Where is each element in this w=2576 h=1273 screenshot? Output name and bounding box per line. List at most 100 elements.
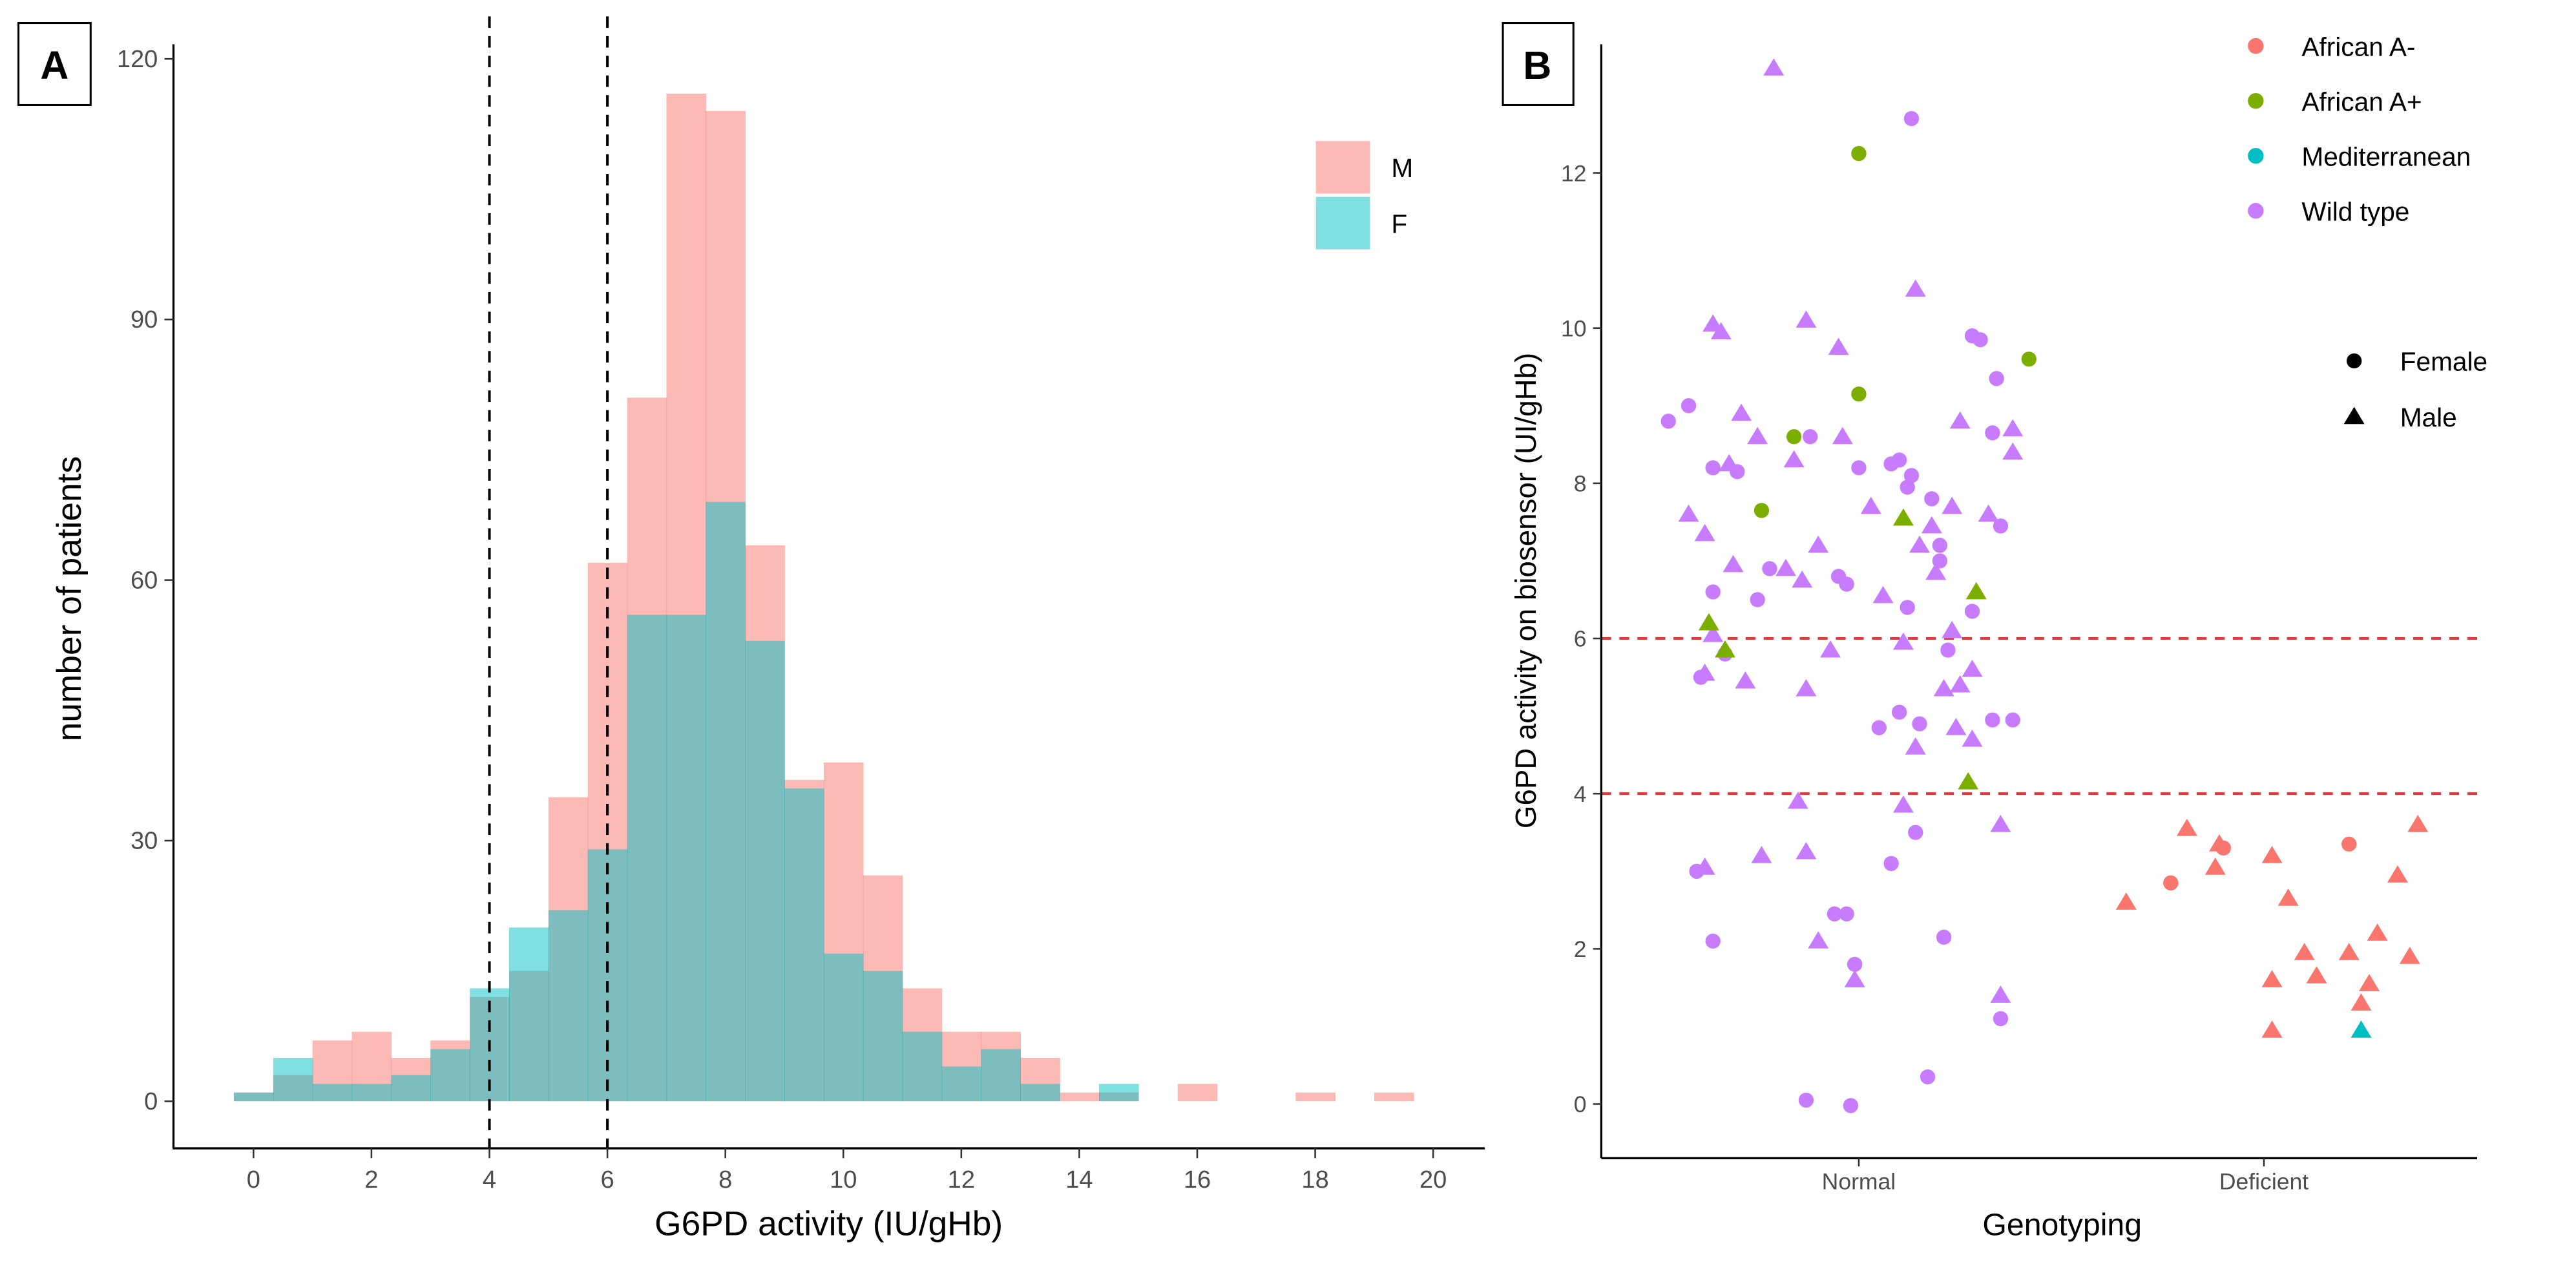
point-wild-type-female <box>1940 642 1956 658</box>
y-tick-label: 0 <box>1574 1091 1587 1117</box>
point-wild-type-male <box>1808 535 1829 553</box>
bar-f <box>1020 1084 1060 1102</box>
point-wild-type-male <box>1792 570 1813 588</box>
legend-label: F <box>1391 209 1407 238</box>
panel-a-label: A <box>40 43 68 87</box>
point-wild-type-male <box>1949 675 1971 693</box>
bar-m <box>1374 1092 1414 1102</box>
point-wild-type-male <box>1905 737 1926 755</box>
threshold-lines <box>1601 637 2478 795</box>
point-wild-type-female <box>1730 464 1745 479</box>
x-tick-label: 12 <box>948 1166 975 1194</box>
point-wild-type-female <box>1827 906 1843 922</box>
point-african-a--male <box>2387 865 2408 883</box>
point-wild-type-female <box>1985 425 2000 441</box>
point-wild-type-male <box>1905 279 1926 297</box>
point-african-a--male <box>2261 846 2283 863</box>
legend-genotype: African A- African A+ Mediterranean Wild ty… <box>2248 32 2471 226</box>
bar-m <box>1295 1092 1335 1102</box>
point-wild-type-male <box>1723 554 1744 573</box>
x-tick-label: 8 <box>718 1166 732 1194</box>
bar-f <box>351 1084 392 1102</box>
bar-f <box>627 615 667 1102</box>
point-wild-type-female <box>1843 1098 1859 1113</box>
point-wild-type-male <box>1796 842 1817 859</box>
point-wild-type-female <box>1932 553 1948 569</box>
point-wild-type-male <box>1796 679 1817 697</box>
point-african-a--male <box>2294 943 2315 960</box>
point-wild-type-male <box>1751 846 1772 863</box>
point-african-a--male <box>1965 582 1987 600</box>
legend-label: African A- <box>2301 32 2415 61</box>
bar-f <box>273 1057 313 1102</box>
point-wild-type-female <box>1903 468 1920 483</box>
point-wild-type-female <box>1839 576 1854 592</box>
bar-f <box>745 640 785 1102</box>
point-african-a--male <box>2209 834 2230 852</box>
point-wild-type-male <box>1892 632 1914 650</box>
x-tick-label: 0 <box>247 1166 260 1194</box>
x-tick-label: Deficient <box>2219 1169 2309 1195</box>
point-wild-type-male <box>1860 496 1881 514</box>
bar-f <box>430 1049 470 1102</box>
x-tick-label: 2 <box>364 1166 378 1194</box>
y-tick-label: 90 <box>131 306 158 333</box>
point-wild-type-male <box>1978 504 1999 522</box>
x-tick-label: Normal <box>1822 1169 1896 1195</box>
bar-f <box>863 971 903 1102</box>
point-wild-type-male <box>1747 426 1768 445</box>
bar-f <box>666 615 707 1102</box>
point-wild-type-female <box>1989 371 2004 386</box>
point-wild-type-female <box>1693 669 1709 685</box>
y-axis-title: G6PD activity on biosensor (UI/gHb) <box>1509 353 1542 828</box>
point-wild-type-female <box>1851 460 1867 476</box>
point-african-a--male <box>2176 819 2197 836</box>
legend-dot-african-a- <box>2248 92 2264 109</box>
point-wild-type-male <box>1763 58 1785 76</box>
point-wild-type-female <box>1705 584 1721 600</box>
x-axis-title: Genotyping <box>1982 1208 2142 1243</box>
point-african-a--male <box>2306 966 2327 984</box>
legend-dot-wild-type <box>2248 203 2264 219</box>
point-wild-type-male <box>1942 496 1963 514</box>
bar-f <box>981 1049 1021 1102</box>
point-wild-type-female <box>1750 592 1765 607</box>
point-wild-type-female <box>1839 906 1854 922</box>
point-wild-type-female <box>1900 600 1915 615</box>
x-tick-label: 16 <box>1184 1166 1211 1194</box>
point-african-a--male <box>2278 889 2299 906</box>
point-african-a--male <box>2407 815 2429 832</box>
point-wild-type-female <box>1681 398 1697 414</box>
point-wild-type-female <box>1924 491 1940 507</box>
point-wild-type-female <box>2005 712 2020 728</box>
legend-dot-african-a- <box>2248 37 2264 54</box>
point-wild-type-male <box>1962 729 1983 747</box>
legend-label: Wild type <box>2301 196 2409 226</box>
y-tick-label: 12 <box>1561 160 1587 186</box>
bar-m <box>1060 1092 1100 1102</box>
x-tick-label: 18 <box>1301 1166 1328 1194</box>
point-african-a--male <box>2261 970 2283 987</box>
bar-f <box>823 953 864 1102</box>
point-african-a--female <box>1851 386 1867 402</box>
point-wild-type-male <box>1783 450 1805 468</box>
panel-b-scatter: B 0 2 4 6 8 10 12 Normal Deficient Genotyping G6… <box>1502 22 2487 1243</box>
point-wild-type-male <box>1735 671 1756 689</box>
point-african-a--male <box>1892 508 1914 526</box>
point-wild-type-female <box>1908 825 1923 840</box>
point-wild-type-female <box>1891 452 1907 468</box>
panel-a-label-box <box>17 22 92 106</box>
bar-f <box>548 910 589 1102</box>
point-wild-type-male <box>1820 640 1841 658</box>
legend-label: Mediterranean <box>2301 142 2471 171</box>
point-african-a--male <box>2351 993 2372 1011</box>
y-tick-label: 2 <box>1574 936 1587 962</box>
legend-sex: MF <box>1315 141 1413 249</box>
point-wild-type-female <box>1762 561 1777 576</box>
legend-shape-male <box>2343 406 2365 425</box>
bar-f <box>941 1066 982 1102</box>
histogram-bars <box>233 93 1414 1102</box>
point-wild-type-female <box>1932 538 1948 553</box>
x-tick-label: 4 <box>483 1166 496 1194</box>
